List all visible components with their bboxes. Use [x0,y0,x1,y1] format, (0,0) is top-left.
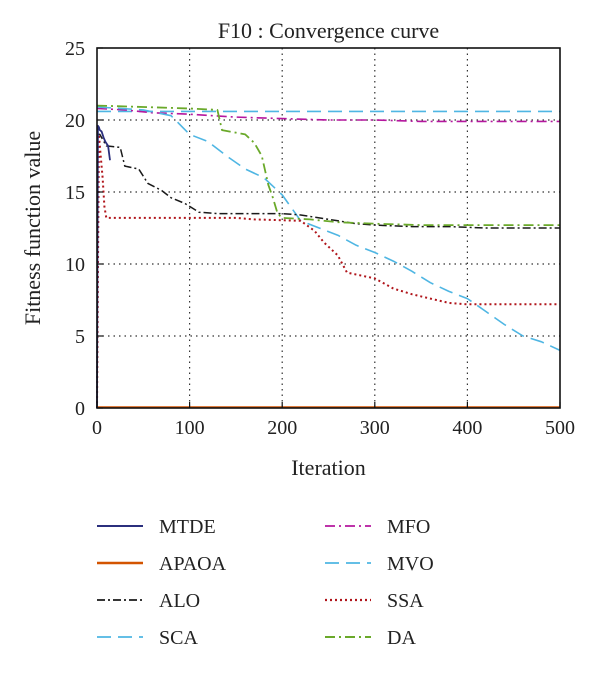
legend: MTDE APAOA ALO SCA MFO MVO SSA DA [97,516,434,649]
series-line-da [96,104,560,227]
plot-frame [96,47,561,409]
legend-label-ssa: SSA [387,590,424,612]
legend-label-sca: SCA [159,627,198,649]
chart-title: F10 : Convergence curve [218,18,439,43]
y-tick-label: 0 [75,398,85,420]
x-tick-label: 100 [175,417,205,439]
grid-layer [97,48,560,408]
legend-label-da: DA [387,627,416,649]
ticks-layer: 0 100 200 300 400 500 0 5 10 15 20 25 [65,38,575,439]
series-line-alo [97,133,560,229]
legend-label-mfo: MFO [387,516,430,538]
y-tick-label: 15 [65,182,85,204]
series-line-mfo [96,107,560,123]
legend-label-mvo: MVO [387,553,434,575]
x-tick-label: 200 [267,417,297,439]
legend-label-mtde: MTDE [159,516,216,538]
series-line-mvo [96,106,561,352]
series-layer [96,104,561,409]
legend-label-alo: ALO [159,590,200,612]
x-tick-label: 500 [545,417,575,439]
series-line-ssa [96,133,560,409]
y-tick-label: 20 [65,110,85,132]
y-tick-label: 5 [75,326,85,348]
x-tick-label: 0 [92,417,102,439]
legend-label-apaoa: APAOA [159,553,227,575]
x-tick-label: 300 [360,417,390,439]
series-line-mtde [96,124,111,409]
y-axis-label: Fitness function value [20,131,45,325]
y-tick-label: 25 [65,38,85,60]
x-axis-label: Iteration [291,455,366,480]
y-tick-label: 10 [65,254,85,276]
x-tick-label: 400 [452,417,482,439]
